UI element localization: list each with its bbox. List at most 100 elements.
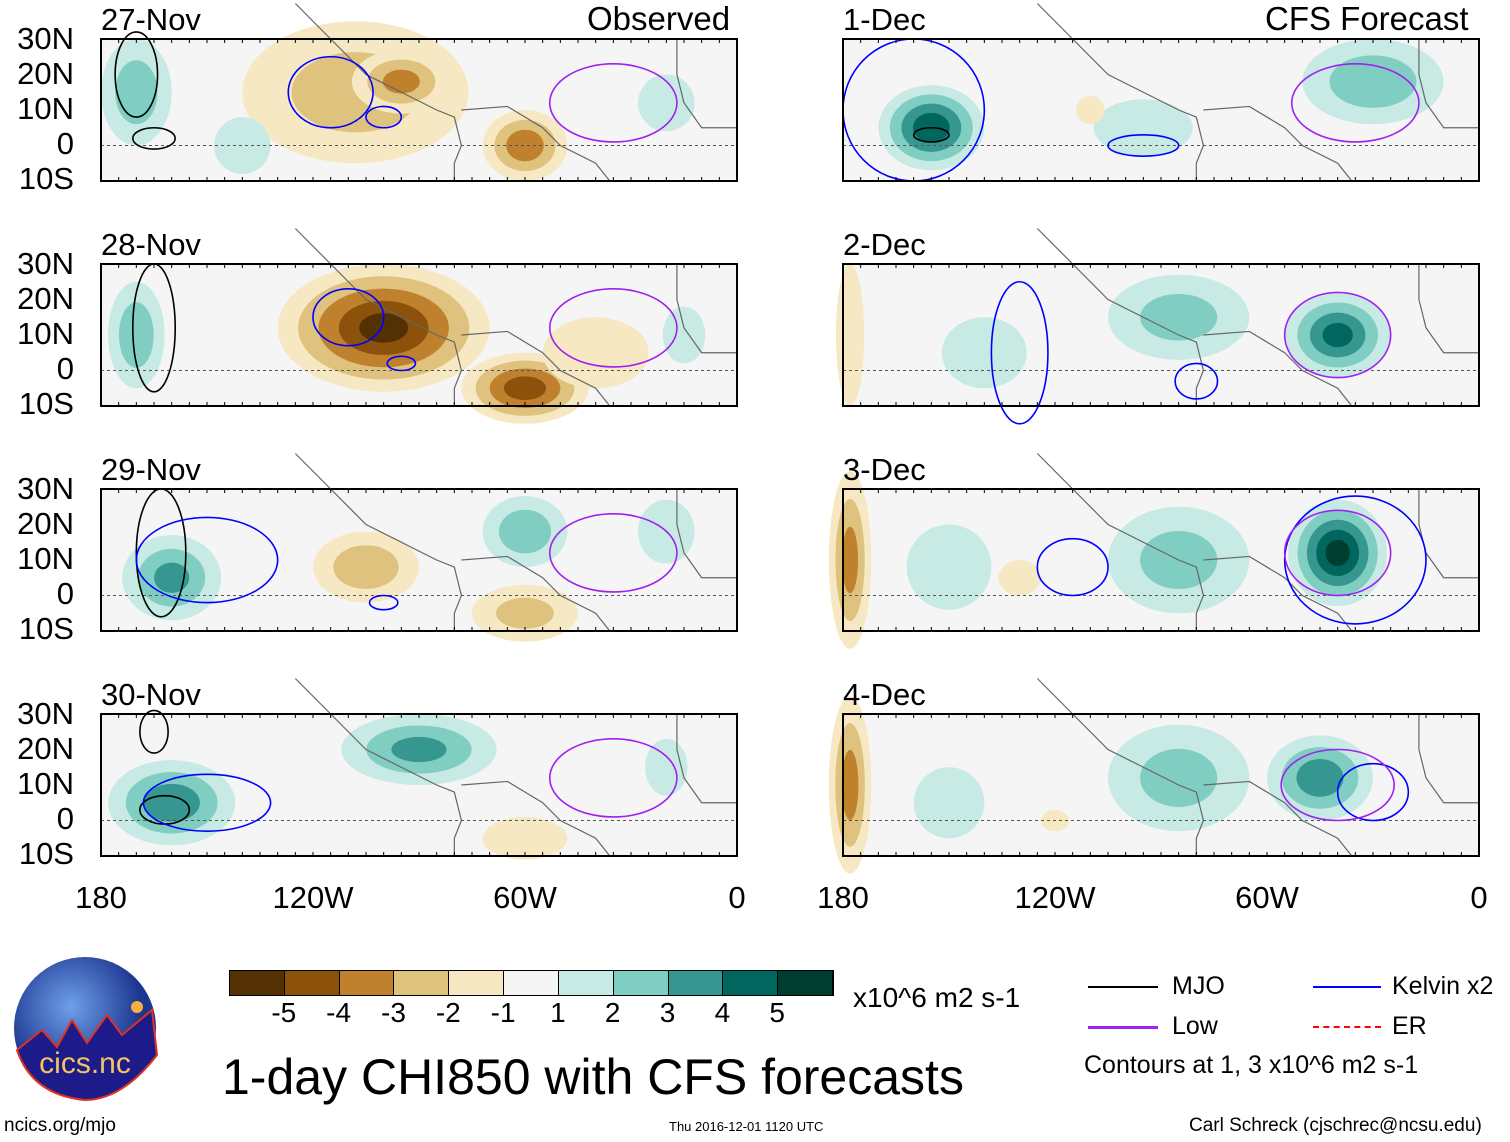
- kelvin-contour: [136, 517, 277, 602]
- anomaly-shading: [154, 563, 189, 593]
- coastline: [677, 39, 737, 128]
- coastline: [1037, 4, 1203, 182]
- lat-tick-label: 20N: [17, 506, 74, 541]
- footer-url[interactable]: ncics.org/mjo: [4, 1115, 116, 1136]
- mjo-contour: [140, 710, 168, 753]
- kelvin-contour: [1338, 764, 1409, 821]
- coastline: [461, 106, 609, 181]
- lat-tick-label: 10N: [17, 541, 74, 576]
- lat-tick-label: 0: [56, 576, 74, 611]
- kelvin-contour: [143, 774, 270, 831]
- lon-tick-label: 120W: [1014, 880, 1096, 915]
- colorbar-swatch: [394, 971, 450, 995]
- map-panel-28-Nov: [100, 264, 738, 406]
- forecast-header: CFS Forecast: [1265, 0, 1469, 37]
- colorbar-tick-label: 2: [604, 997, 621, 1028]
- anomaly-shading: [1094, 99, 1193, 156]
- panel-date-label: 2-Dec: [843, 227, 926, 262]
- contour-note: Contours at 1, 3 x10^6 m2 s-1: [1084, 1051, 1419, 1079]
- colorbar-swatch: [284, 971, 340, 995]
- kelvin-contour: [991, 282, 1048, 424]
- kelvin-contour: [288, 57, 373, 128]
- colorbar-tick-label: 5: [769, 997, 785, 1028]
- colorbar-swatch: [613, 971, 669, 995]
- colorbar-tick-label: -4: [326, 997, 352, 1028]
- coastline: [295, 454, 461, 632]
- lat-tick-label: 0: [56, 801, 74, 836]
- legend-low: Low: [1172, 1012, 1218, 1040]
- coastline: [1037, 454, 1203, 632]
- lat-tick-label: 30N: [17, 471, 74, 506]
- anomaly-shading: [214, 117, 271, 174]
- colorbar-swatch: [778, 971, 833, 995]
- map-panel-2-Dec: [843, 264, 1480, 406]
- anomaly-shading: [1140, 294, 1217, 340]
- lat-tick-label: 30N: [17, 696, 74, 731]
- coastline: [461, 331, 609, 406]
- low-line-swatch: [1088, 1026, 1158, 1029]
- colorbar-swatch: [504, 971, 559, 995]
- anomaly-shading: [1330, 55, 1417, 107]
- coastline: [295, 679, 461, 857]
- anomaly-shading: [1323, 323, 1353, 347]
- anomaly-shading: [1326, 540, 1350, 566]
- panel-date-label: 4-Dec: [843, 677, 926, 712]
- lat-tick-label: 10N: [17, 766, 74, 801]
- anomaly-shading: [115, 60, 157, 124]
- anomaly-shading: [914, 767, 985, 838]
- mjo-contour: [133, 128, 175, 149]
- anomaly-shading: [504, 376, 546, 400]
- footer-timestamp: Thu 2016-12-01 1120 UTC: [669, 1119, 824, 1134]
- coastline: [295, 229, 461, 407]
- lat-tick-label: 30N: [17, 246, 74, 281]
- lon-tick-label: 0: [1470, 880, 1488, 915]
- colorbar-tick-label: 4: [714, 997, 731, 1028]
- colorbar-tick-label: 1: [550, 997, 566, 1028]
- coastline: [1203, 781, 1351, 856]
- lat-tick-label: 10N: [17, 316, 74, 351]
- legend-kelvin: Kelvin x2: [1392, 972, 1494, 1000]
- panel-date-label: 27-Nov: [101, 2, 201, 37]
- anomaly-shading: [663, 307, 705, 364]
- colorbar-tick-label: -1: [490, 997, 516, 1028]
- anomaly-shading: [638, 75, 695, 132]
- anomaly-shading: [496, 598, 554, 629]
- colorbar-swatch: [668, 971, 724, 995]
- coastline: [461, 556, 609, 631]
- lon-tick-label: 120W: [272, 880, 354, 915]
- lat-tick-label: 10S: [18, 611, 74, 646]
- low-contour: [550, 739, 677, 817]
- panel-date-label: 3-Dec: [843, 452, 926, 487]
- map-panel-29-Nov: [100, 489, 738, 631]
- mjo-line-swatch: [1088, 986, 1158, 988]
- kelvin-contour: [1037, 539, 1108, 596]
- lat-tick-label: 20N: [17, 281, 74, 316]
- low-contour: [550, 289, 677, 367]
- coastline: [1419, 264, 1479, 353]
- lon-tick-label: 60W: [1235, 880, 1299, 915]
- map-panel-1-Dec: [842, 39, 1480, 182]
- anomaly-shading: [998, 560, 1040, 596]
- low-contour: [1292, 64, 1419, 142]
- lat-tick-label: 10S: [18, 836, 74, 871]
- low-contour: [1285, 510, 1391, 595]
- low-contour: [550, 64, 677, 142]
- coastline: [1419, 714, 1479, 803]
- anomaly-shading: [391, 737, 446, 762]
- colorbar-tick-label: -2: [435, 997, 461, 1028]
- lat-tick-label: 30N: [17, 21, 74, 56]
- colorbar-tick-label: -5: [271, 997, 297, 1028]
- kelvin-contour: [313, 289, 384, 346]
- kelvin-line-swatch: [1313, 986, 1381, 988]
- panel-date-label: 28-Nov: [101, 227, 201, 262]
- units-label: x10^6 m2 s-1: [853, 982, 1021, 1013]
- legend-er: ER: [1392, 1012, 1427, 1040]
- kelvin-contour: [370, 596, 398, 610]
- lon-tick-label: 60W: [493, 880, 557, 915]
- lat-tick-label: 10S: [18, 161, 74, 196]
- lat-tick-label: 10S: [18, 386, 74, 421]
- lat-tick-label: 10N: [17, 91, 74, 126]
- anomaly-shading: [842, 750, 859, 820]
- coastline: [461, 781, 609, 856]
